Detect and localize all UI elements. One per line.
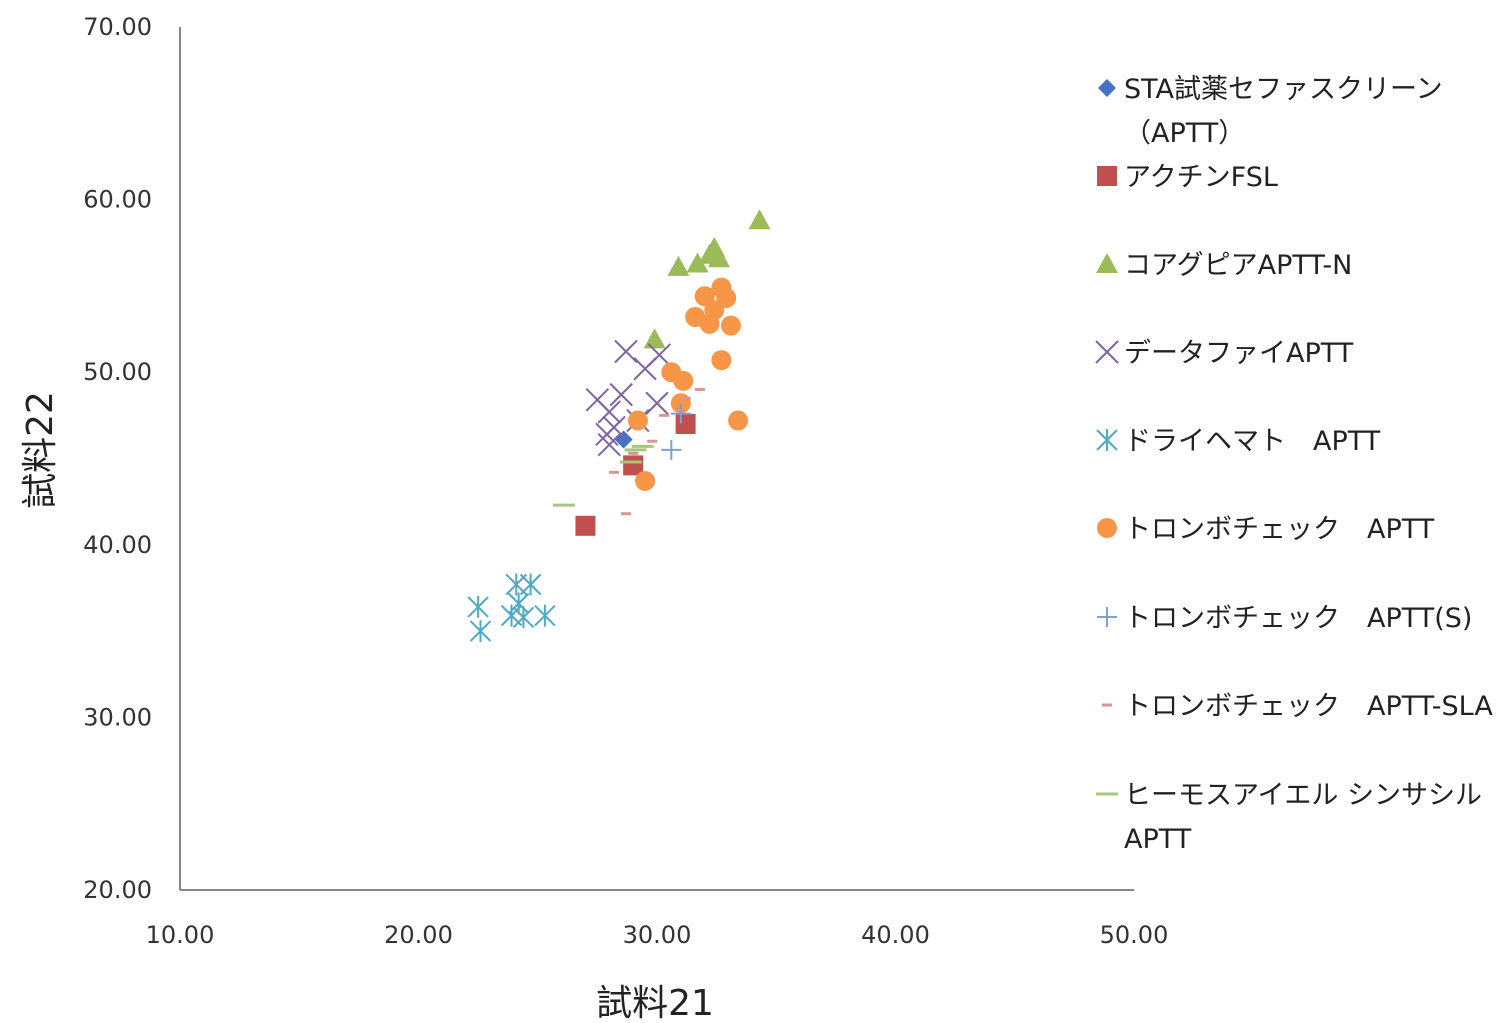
data-point xyxy=(635,470,656,491)
series-5 xyxy=(467,573,556,643)
y-tick-label: 40.00 xyxy=(83,531,152,559)
x-tick-label: 50.00 xyxy=(1100,921,1169,949)
data-point xyxy=(708,247,731,268)
legend-marker xyxy=(1096,429,1118,451)
data-point xyxy=(597,432,622,457)
data-point xyxy=(469,620,492,643)
legend-label: ドライヘマト APTT xyxy=(1124,426,1381,457)
legend-marker xyxy=(1097,607,1117,627)
data-point xyxy=(614,339,638,364)
axes xyxy=(179,27,1134,891)
data-point xyxy=(623,455,644,476)
data-point xyxy=(720,315,741,336)
legend-marker xyxy=(1095,340,1119,364)
data-point xyxy=(728,410,749,431)
data-point xyxy=(716,287,737,308)
series-7 xyxy=(661,403,691,460)
data-point xyxy=(627,410,648,431)
data-point xyxy=(597,400,622,424)
data-point xyxy=(575,515,596,536)
x-tick-label: 40.00 xyxy=(861,921,930,949)
data-point xyxy=(643,328,666,349)
plot-area xyxy=(467,209,771,643)
legend-label: トロンボチェック APTT(S) xyxy=(1124,603,1472,634)
data-point xyxy=(673,370,694,391)
data-point xyxy=(711,350,732,371)
legend-marker xyxy=(1096,253,1118,273)
x-tick-label: 20.00 xyxy=(384,921,453,949)
series-4 xyxy=(585,339,672,457)
legend-label: STA試薬セファスクリーン xyxy=(1124,74,1443,105)
series-8 xyxy=(609,387,705,516)
series-3 xyxy=(643,209,771,349)
data-point xyxy=(667,255,690,276)
data-point xyxy=(512,606,535,629)
data-point xyxy=(661,439,682,460)
data-point xyxy=(686,252,709,273)
legend-label: トロンボチェック APTT xyxy=(1124,514,1435,545)
legend-marker xyxy=(1097,518,1117,538)
data-point xyxy=(507,592,530,615)
legend-label: ヒーモスアイエル シンサシル xyxy=(1124,780,1482,811)
legend-marker xyxy=(1097,166,1117,186)
legend-label: コアグピアAPTT-N xyxy=(1124,250,1352,281)
data-point xyxy=(647,343,672,367)
x-tick-label: 10.00 xyxy=(146,921,215,949)
data-point xyxy=(609,382,633,407)
data-point xyxy=(748,209,771,230)
y-tick-label: 30.00 xyxy=(83,703,152,731)
legend-label: データファイAPTT xyxy=(1124,338,1354,369)
legend-label: アクチンFSL xyxy=(1124,162,1278,193)
series-9 xyxy=(552,444,654,507)
data-point xyxy=(534,604,556,627)
y-axis-title: 試料22 xyxy=(20,391,61,509)
data-point xyxy=(670,403,691,424)
tick-labels: 10.00 20.00 30.00 40.00 50.00 20.00 30.00 40.00… xyxy=(83,13,1168,949)
legend-marker xyxy=(1098,79,1116,97)
data-point xyxy=(645,391,669,415)
data-point xyxy=(519,573,542,596)
series-6 xyxy=(627,277,749,491)
y-tick-label: 70.00 xyxy=(83,13,152,41)
y-tick-label: 60.00 xyxy=(83,186,152,214)
series-2 xyxy=(575,413,696,536)
data-point xyxy=(675,413,696,434)
legend-label: トロンボチェック APTT-SLA xyxy=(1124,691,1493,722)
data-point xyxy=(467,595,489,618)
data-point xyxy=(595,422,619,447)
legend-label: （APTT） xyxy=(1124,118,1245,149)
legend: STA試薬セファスクリーン （APTT） アクチンFSL コアグピアAPTT-N データ… xyxy=(1095,74,1493,855)
x-axis-title: 試料21 xyxy=(596,983,714,1023)
x-tick-label: 30.00 xyxy=(623,921,692,949)
legend-label: APTT xyxy=(1124,824,1192,855)
y-tick-label: 20.00 xyxy=(83,876,152,904)
y-tick-label: 50.00 xyxy=(83,358,152,386)
